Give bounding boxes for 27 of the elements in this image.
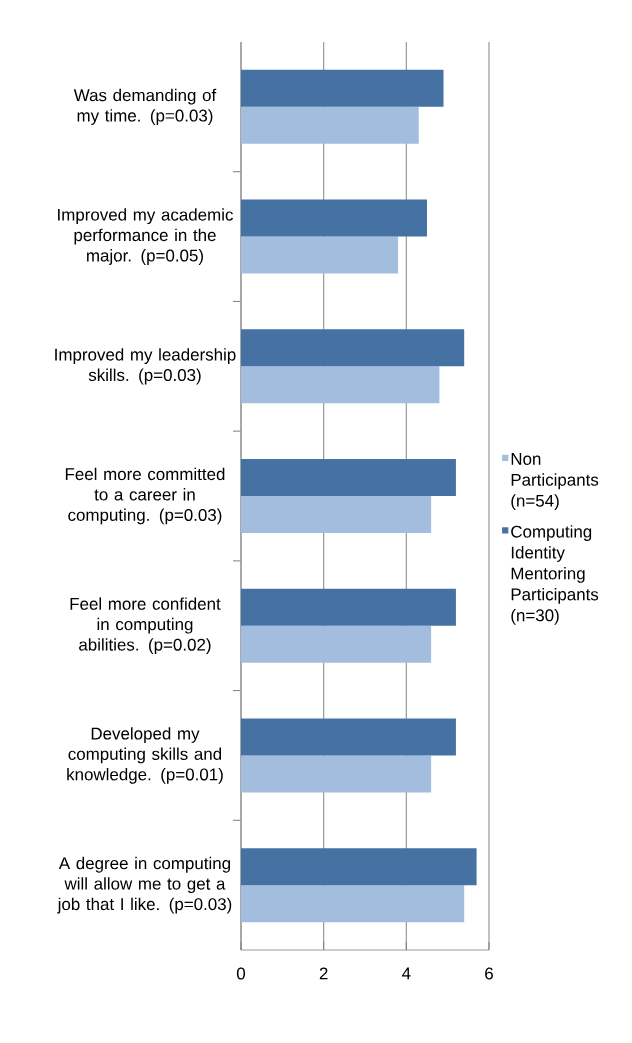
legend-label: Non Participants (n=54) <box>511 453 599 511</box>
bar <box>241 588 456 626</box>
bar <box>241 236 399 274</box>
bar <box>241 366 440 404</box>
bar <box>241 69 444 107</box>
bar <box>241 755 432 793</box>
x-tick-label: 4 <box>402 967 411 980</box>
y-tick-label: Improved my academic performance in the major. (p=0.05) <box>58 208 233 265</box>
x-tick-label: 0 <box>236 967 246 980</box>
bar <box>241 718 456 756</box>
y-tick-label: Was demanding of my time. (p=0.03) <box>73 88 217 125</box>
bar <box>241 625 432 663</box>
x-tick-label: 2 <box>319 967 328 980</box>
y-tick-label: Feel more committed to a career in computing. (p=0.03) <box>65 467 225 525</box>
bar <box>241 199 427 237</box>
y-tick-label: Developed my computing skills and knowledge. (p=0.01) <box>67 727 223 784</box>
y-tick-label: A degree in computing will allow me to get a job that I like. (p=0.03) <box>57 856 232 914</box>
bar <box>241 329 465 367</box>
bar <box>241 459 456 497</box>
y-tick-label: Feel more confident in computing abilities. (p=0.02) <box>70 597 221 655</box>
y-tick-label: Improved my leadership skills. (p=0.03) <box>55 348 236 385</box>
x-tick-label: 6 <box>485 967 493 980</box>
bar <box>241 106 419 144</box>
bar <box>241 885 465 923</box>
bar <box>241 496 432 534</box>
legend-label: Computing Identity Mentoring Participants (n=30) <box>511 525 599 625</box>
bar <box>241 848 477 886</box>
